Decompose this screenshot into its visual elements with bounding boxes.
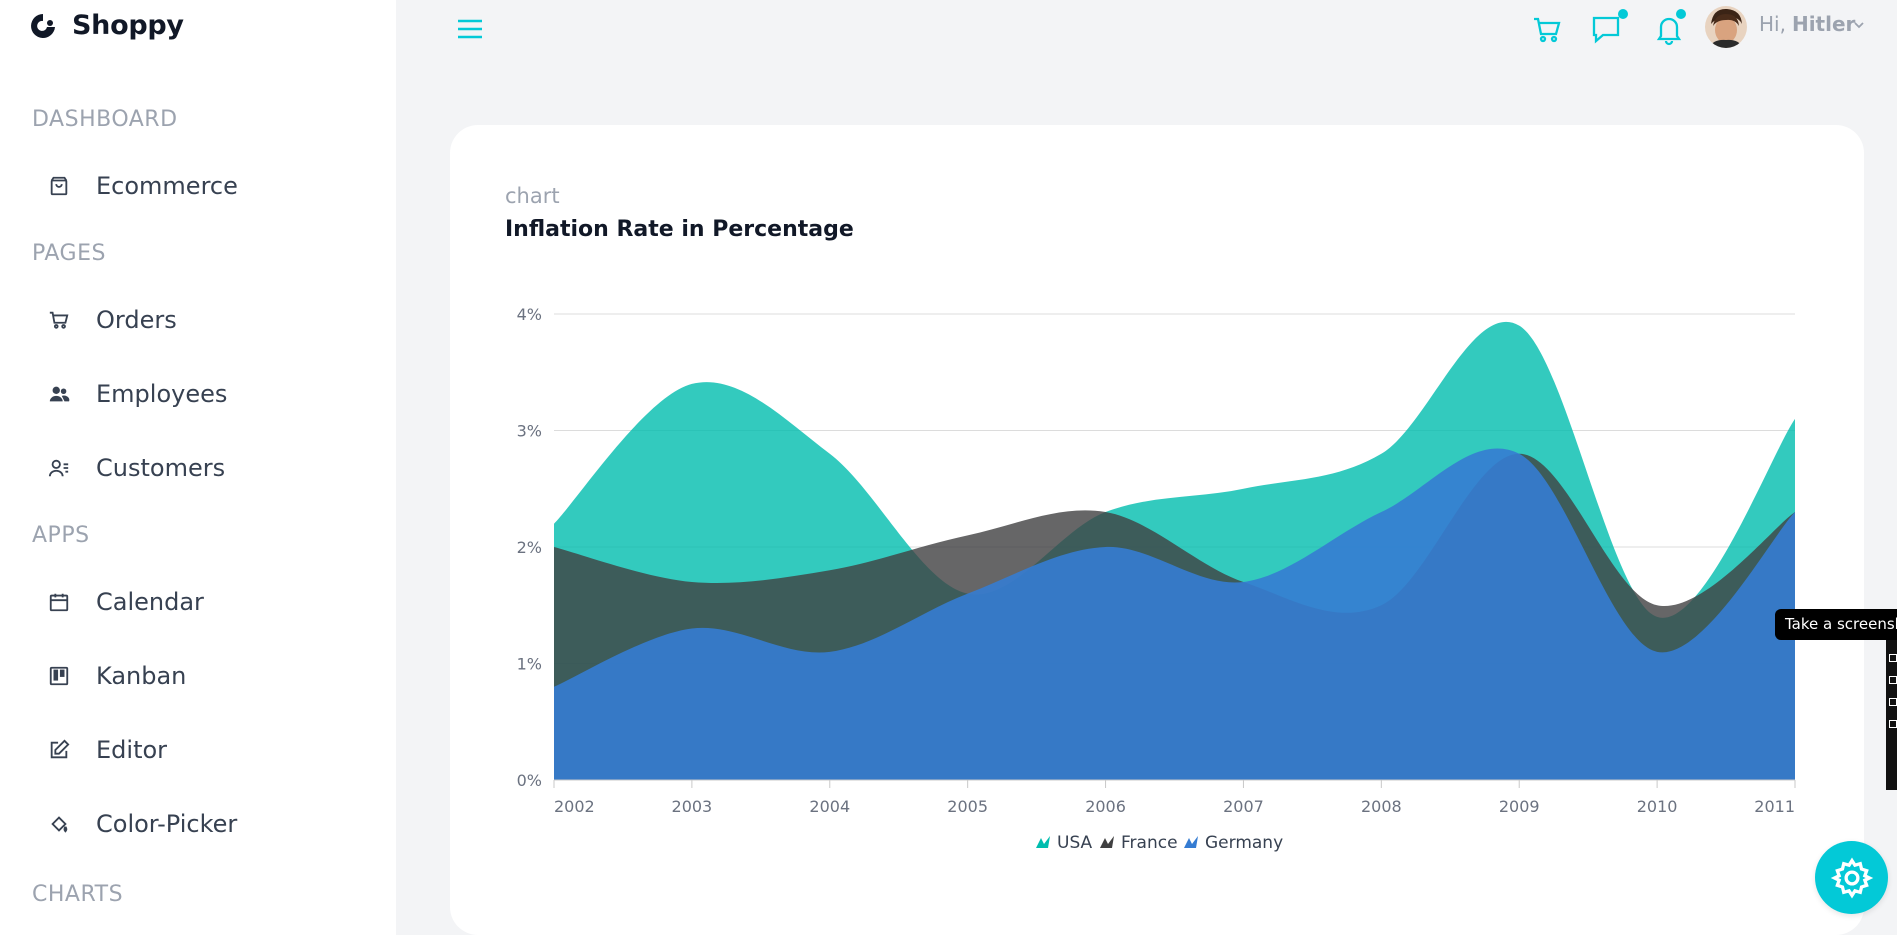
- customers-icon: [48, 459, 69, 477]
- avatar-image: [1705, 6, 1747, 48]
- card-subtitle: chart: [505, 184, 560, 208]
- calendar-icon: [49, 593, 69, 612]
- hamburger-icon[interactable]: [456, 16, 484, 42]
- legend-label: USA: [1057, 833, 1093, 853]
- legend-item-germany[interactable]: Germany: [1184, 833, 1283, 853]
- user-greeting[interactable]: Hi, Hitler: [1759, 12, 1855, 36]
- legend-marker: [1184, 836, 1198, 848]
- avatar[interactable]: [1705, 6, 1747, 48]
- settings-button[interactable]: [1815, 841, 1888, 914]
- legend-item-usa[interactable]: USA: [1036, 833, 1093, 853]
- sidebar: Shoppy DASHBOARD Ecommerce PAGES Orders …: [0, 0, 396, 935]
- card-title: Inflation Rate in Percentage: [505, 217, 854, 242]
- sidebar-item-editor[interactable]: Editor: [48, 736, 167, 764]
- cart-icon: [49, 311, 69, 329]
- edit-icon: [50, 739, 70, 759]
- section-dashboard: DASHBOARD: [32, 107, 178, 132]
- legend-marker: [1100, 836, 1114, 848]
- legend-label: Germany: [1205, 833, 1283, 853]
- sidebar-item-label: Ecommerce: [96, 172, 238, 200]
- sidebar-item-calendar[interactable]: Calendar: [48, 588, 204, 616]
- sidebar-item-label: Editor: [96, 736, 168, 764]
- users-icon: [49, 386, 70, 402]
- chat-icon[interactable]: [1590, 12, 1624, 46]
- bell-badge: [1676, 9, 1686, 19]
- sidebar-item-label: Employees: [96, 380, 228, 408]
- username: Hitler: [1791, 12, 1856, 36]
- cart-icon[interactable]: [1530, 12, 1564, 46]
- legend-marker: [1036, 836, 1050, 848]
- sidebar-item-label: Orders: [96, 306, 177, 334]
- sidebar-item-orders[interactable]: Orders: [48, 306, 177, 334]
- section-charts: CHARTS: [32, 882, 124, 907]
- legend-label: France: [1121, 833, 1178, 853]
- app-logo[interactable]: Shoppy: [28, 10, 184, 41]
- sidebar-item-label: Kanban: [96, 662, 187, 690]
- color-picker-icon: [51, 816, 68, 833]
- shoppy-logo-icon: [31, 13, 55, 38]
- sidebar-item-ecommerce[interactable]: Ecommerce: [48, 172, 238, 200]
- sidebar-item-kanban[interactable]: Kanban: [48, 662, 186, 690]
- screenshot-tooltip: Take a screensh: [1775, 609, 1897, 640]
- chevron-down-icon[interactable]: [1852, 18, 1866, 32]
- chart-card: [450, 125, 1864, 935]
- section-pages: PAGES: [32, 241, 106, 266]
- section-apps: APPS: [32, 523, 90, 548]
- gear-icon: [1830, 857, 1873, 898]
- sidebar-item-color-picker[interactable]: Color-Picker: [48, 810, 237, 838]
- sidebar-item-customers[interactable]: Customers: [48, 454, 225, 482]
- app-name: Shoppy: [72, 10, 184, 41]
- sidebar-item-employees[interactable]: Employees: [48, 380, 227, 408]
- kanban-icon: [49, 666, 69, 686]
- legend-item-france[interactable]: France: [1100, 833, 1178, 853]
- sidebar-item-label: Calendar: [96, 588, 204, 616]
- screenshot-toolbar[interactable]: [1886, 640, 1897, 790]
- greeting-text: Hi,: [1759, 12, 1786, 36]
- shopping-bag-icon: [50, 176, 68, 196]
- sidebar-item-label: Customers: [96, 454, 226, 482]
- bell-icon[interactable]: [1652, 12, 1686, 46]
- chat-badge: [1618, 9, 1628, 19]
- sidebar-item-label: Color-Picker: [96, 810, 238, 838]
